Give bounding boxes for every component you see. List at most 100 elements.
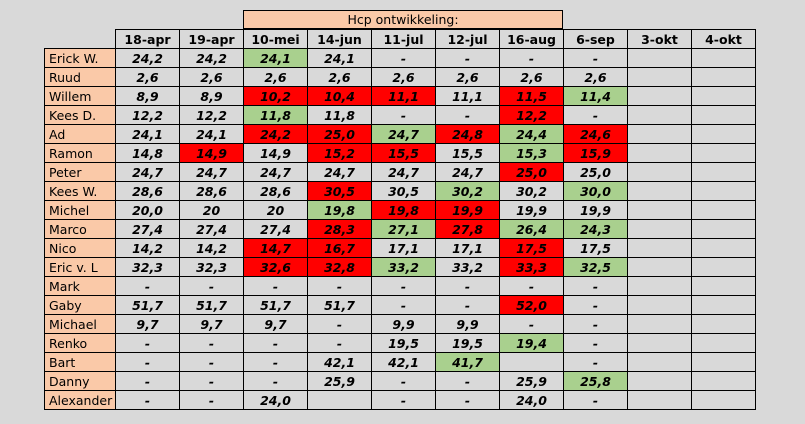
hcp-cell[interactable]: 17,5: [563, 238, 628, 258]
hcp-cell[interactable]: -: [499, 314, 564, 334]
hcp-cell[interactable]: -: [435, 295, 500, 315]
hcp-cell[interactable]: [627, 333, 692, 353]
hcp-cell[interactable]: -: [371, 276, 436, 296]
hcp-cell[interactable]: -: [371, 295, 436, 315]
hcp-cell[interactable]: 24,2: [243, 124, 308, 144]
hcp-cell[interactable]: 14,9: [179, 143, 244, 163]
hcp-cell[interactable]: 9,7: [243, 314, 308, 334]
hcp-cell[interactable]: [691, 105, 756, 125]
hcp-cell[interactable]: [627, 219, 692, 239]
hcp-cell[interactable]: -: [435, 390, 500, 410]
hcp-cell[interactable]: 51,7: [179, 295, 244, 315]
hcp-cell[interactable]: 2,6: [243, 67, 308, 87]
hcp-cell[interactable]: [307, 390, 372, 410]
hcp-cell[interactable]: [691, 67, 756, 87]
hcp-cell[interactable]: 9,7: [115, 314, 180, 334]
hcp-cell[interactable]: 24,0: [499, 390, 564, 410]
hcp-cell[interactable]: [627, 143, 692, 163]
hcp-cell[interactable]: [627, 295, 692, 315]
hcp-cell[interactable]: 24,6: [563, 124, 628, 144]
hcp-cell[interactable]: -: [243, 371, 308, 391]
player-name-cell[interactable]: Michel: [44, 200, 116, 220]
hcp-cell[interactable]: 27,4: [115, 219, 180, 239]
hcp-cell[interactable]: [627, 67, 692, 87]
hcp-cell[interactable]: -: [179, 371, 244, 391]
hcp-cell[interactable]: 2,6: [371, 67, 436, 87]
player-name-cell[interactable]: Ruud: [44, 67, 116, 87]
hcp-cell[interactable]: 25,0: [307, 124, 372, 144]
hcp-cell[interactable]: 11,4: [563, 86, 628, 106]
hcp-cell[interactable]: 25,9: [499, 371, 564, 391]
player-name-cell[interactable]: Willem: [44, 86, 116, 106]
hcp-cell[interactable]: 24,1: [115, 124, 180, 144]
hcp-cell[interactable]: 19,5: [371, 333, 436, 353]
hcp-cell[interactable]: -: [307, 333, 372, 353]
hcp-cell[interactable]: -: [563, 105, 628, 125]
hcp-cell[interactable]: [691, 219, 756, 239]
hcp-cell[interactable]: [627, 238, 692, 258]
hcp-cell[interactable]: [691, 295, 756, 315]
player-name-cell[interactable]: Renko: [44, 333, 116, 353]
hcp-cell[interactable]: [691, 143, 756, 163]
hcp-cell[interactable]: -: [563, 352, 628, 372]
hcp-cell[interactable]: 32,3: [115, 257, 180, 277]
player-name-cell[interactable]: Nico: [44, 238, 116, 258]
hcp-cell[interactable]: 27,1: [371, 219, 436, 239]
hcp-cell[interactable]: [627, 371, 692, 391]
hcp-cell[interactable]: 24,7: [435, 162, 500, 182]
hcp-cell[interactable]: [627, 105, 692, 125]
hcp-cell[interactable]: 24,4: [499, 124, 564, 144]
hcp-cell[interactable]: [691, 86, 756, 106]
hcp-cell[interactable]: [627, 200, 692, 220]
hcp-cell[interactable]: 32,6: [243, 257, 308, 277]
hcp-cell[interactable]: -: [243, 276, 308, 296]
hcp-cell[interactable]: 24,7: [371, 124, 436, 144]
hcp-cell[interactable]: 24,7: [243, 162, 308, 182]
player-name-cell[interactable]: Alexander: [44, 390, 116, 410]
hcp-cell[interactable]: [691, 181, 756, 201]
hcp-cell[interactable]: 8,9: [115, 86, 180, 106]
hcp-cell[interactable]: -: [179, 276, 244, 296]
hcp-cell[interactable]: 16,7: [307, 238, 372, 258]
player-name-cell[interactable]: Marco: [44, 219, 116, 239]
player-name-cell[interactable]: Eric v. L: [44, 257, 116, 277]
player-name-cell[interactable]: Danny: [44, 371, 116, 391]
hcp-cell[interactable]: 30,2: [499, 181, 564, 201]
hcp-cell[interactable]: 30,2: [435, 181, 500, 201]
player-name-cell[interactable]: Gaby: [44, 295, 116, 315]
hcp-cell[interactable]: [691, 257, 756, 277]
hcp-cell[interactable]: 2,6: [563, 67, 628, 87]
hcp-cell[interactable]: 12,2: [115, 105, 180, 125]
hcp-cell[interactable]: 15,5: [371, 143, 436, 163]
hcp-cell[interactable]: -: [243, 352, 308, 372]
hcp-cell[interactable]: -: [371, 371, 436, 391]
hcp-cell[interactable]: -: [563, 314, 628, 334]
hcp-cell[interactable]: -: [435, 105, 500, 125]
hcp-cell[interactable]: 42,1: [307, 352, 372, 372]
hcp-cell[interactable]: [691, 390, 756, 410]
hcp-cell[interactable]: 42,1: [371, 352, 436, 372]
hcp-cell[interactable]: 24,8: [435, 124, 500, 144]
hcp-cell[interactable]: [627, 314, 692, 334]
hcp-cell[interactable]: 9,7: [179, 314, 244, 334]
player-name-cell[interactable]: Kees D.: [44, 105, 116, 125]
hcp-cell[interactable]: -: [115, 276, 180, 296]
hcp-cell[interactable]: -: [499, 48, 564, 68]
hcp-cell[interactable]: [627, 352, 692, 372]
hcp-cell[interactable]: [691, 238, 756, 258]
hcp-cell[interactable]: 15,3: [499, 143, 564, 163]
hcp-cell[interactable]: [691, 314, 756, 334]
hcp-cell[interactable]: [691, 276, 756, 296]
hcp-cell[interactable]: 10,4: [307, 86, 372, 106]
hcp-cell[interactable]: -: [563, 390, 628, 410]
hcp-cell[interactable]: 24,7: [179, 162, 244, 182]
player-name-cell[interactable]: Ad: [44, 124, 116, 144]
hcp-cell[interactable]: [691, 200, 756, 220]
hcp-cell[interactable]: 2,6: [499, 67, 564, 87]
hcp-cell[interactable]: [627, 162, 692, 182]
hcp-cell[interactable]: 30,0: [563, 181, 628, 201]
hcp-cell[interactable]: 28,3: [307, 219, 372, 239]
hcp-cell[interactable]: 15,5: [435, 143, 500, 163]
hcp-cell[interactable]: [691, 352, 756, 372]
hcp-cell[interactable]: 19,9: [499, 200, 564, 220]
